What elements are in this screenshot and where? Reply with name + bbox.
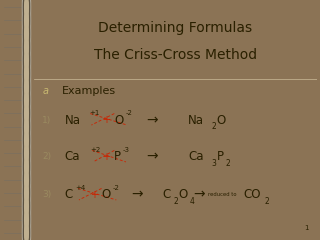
Circle shape [22,0,30,47]
Text: C: C [163,188,171,201]
Text: →: → [194,188,205,202]
Circle shape [25,75,28,99]
Text: +4: +4 [76,185,86,191]
Text: a: a [42,86,48,96]
Text: -2: -2 [126,110,132,116]
Circle shape [22,47,30,100]
Circle shape [23,27,30,67]
Circle shape [23,120,30,160]
Circle shape [22,180,30,233]
Circle shape [22,127,30,180]
Text: →: → [147,150,158,164]
Text: 2: 2 [264,197,269,206]
Circle shape [22,206,30,240]
Text: 2: 2 [173,197,178,206]
Circle shape [22,100,30,153]
Text: Ca: Ca [65,150,80,163]
Circle shape [25,115,28,139]
Text: O: O [178,188,187,201]
Circle shape [25,0,28,19]
Text: -2: -2 [112,185,119,191]
Text: +: + [102,152,110,162]
Circle shape [25,194,28,218]
Text: P: P [217,150,224,163]
Text: Examples: Examples [62,86,116,96]
Text: P: P [114,150,121,163]
Text: O: O [101,188,111,201]
Circle shape [25,168,28,192]
Text: +: + [90,190,98,200]
Circle shape [23,80,30,120]
Circle shape [23,212,30,240]
Circle shape [25,141,28,165]
Circle shape [22,140,30,193]
Circle shape [23,0,30,41]
Circle shape [23,53,30,94]
Text: 2: 2 [211,122,216,131]
Text: C: C [65,188,73,201]
Text: Na: Na [65,114,81,126]
Text: O: O [114,114,124,126]
Circle shape [22,114,30,166]
Circle shape [22,34,30,87]
Circle shape [22,7,30,60]
Circle shape [22,153,30,206]
Text: Ca: Ca [188,150,204,163]
Circle shape [23,66,30,107]
Circle shape [25,48,28,72]
Text: CO: CO [243,188,261,201]
Text: →: → [131,188,143,202]
Text: reduced to: reduced to [208,192,236,197]
Circle shape [22,21,30,73]
Circle shape [23,159,30,200]
Circle shape [23,186,30,227]
Circle shape [22,193,30,240]
Circle shape [25,155,28,179]
Text: +: + [102,115,110,125]
Circle shape [25,128,28,152]
Text: The Criss-Cross Method: The Criss-Cross Method [94,48,257,62]
Circle shape [23,40,30,81]
Text: 4: 4 [189,197,194,206]
Circle shape [25,221,28,240]
Text: -3: -3 [123,147,130,153]
Circle shape [23,106,30,147]
Circle shape [23,199,30,240]
Text: 2): 2) [42,152,51,161]
Circle shape [22,87,30,140]
Circle shape [25,181,28,205]
Circle shape [23,0,30,28]
Text: 1): 1) [42,115,51,125]
Circle shape [22,60,30,113]
Text: Determining Formulas: Determining Formulas [98,21,252,35]
Circle shape [25,208,28,232]
Circle shape [23,146,30,187]
Circle shape [22,167,30,219]
Circle shape [22,0,30,34]
Circle shape [25,35,28,59]
Circle shape [23,13,30,54]
Circle shape [25,22,28,46]
Text: O: O [217,114,226,126]
Text: Na: Na [188,114,204,126]
Text: +2: +2 [90,147,100,153]
Circle shape [23,133,30,174]
Circle shape [22,74,30,126]
Text: 3): 3) [42,190,51,199]
Text: 3: 3 [211,159,216,168]
Text: 1: 1 [304,225,308,231]
Text: +1: +1 [89,110,99,116]
Text: →: → [147,113,158,127]
Circle shape [25,8,28,32]
Circle shape [23,93,30,134]
Circle shape [25,101,28,125]
Circle shape [23,173,30,213]
Circle shape [25,88,28,112]
Circle shape [25,61,28,85]
Text: 2: 2 [226,159,230,168]
